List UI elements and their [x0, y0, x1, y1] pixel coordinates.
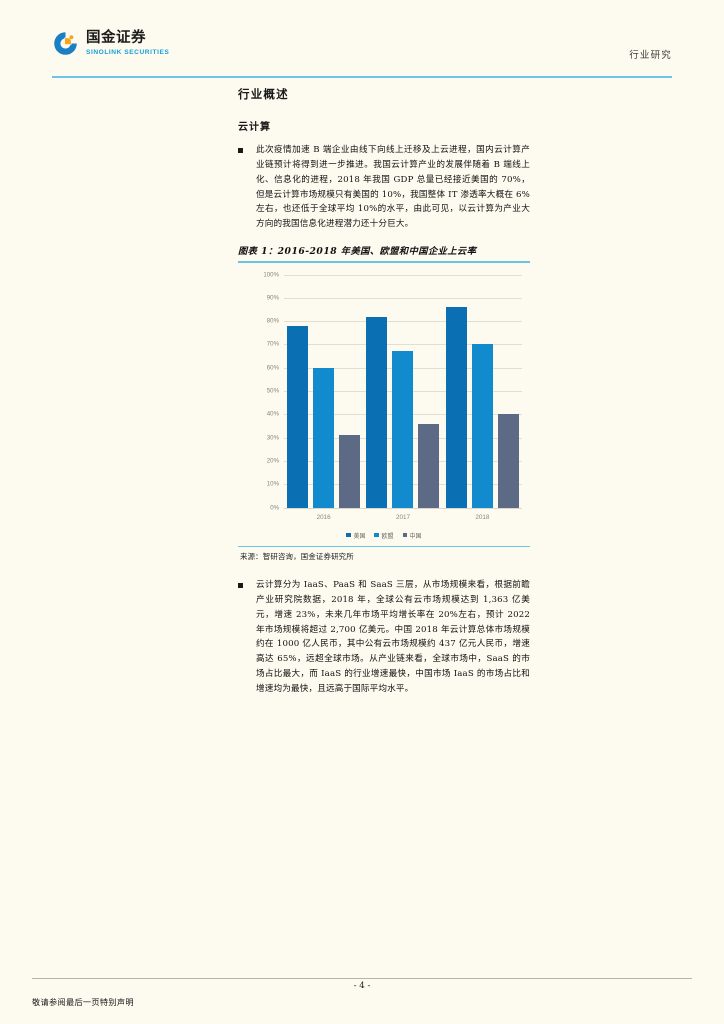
chart-bar-group: 2017	[363, 275, 442, 521]
chart-bar-美国-2018	[445, 307, 467, 508]
chart-legend-item: 欧盟	[374, 531, 394, 540]
footer-divider	[32, 978, 692, 979]
chart-y-axis-tick: 70%	[266, 340, 279, 348]
chart-y-axis-tick: 100%	[263, 271, 279, 279]
chart-bar-中国-2017	[418, 423, 440, 508]
chart-y-axis-tick: 50%	[266, 387, 279, 395]
chart-x-axis-tick: 2016	[316, 513, 331, 521]
figure-caption: 图表 1：2016-2018 年美国、欧盟和中国企业上云率	[238, 246, 477, 258]
footer-disclaimer: 敬请参阅最后一页特别声明	[32, 997, 134, 1007]
logo-english-name: SINOLINK SECURITIES	[86, 48, 170, 56]
legend-label: 中国	[409, 532, 422, 540]
header-category-label: 行业研究	[629, 50, 672, 61]
paragraph-text-1: 此次疫情加速 B 端企业由线下向线上迁移及上云进程，国内云计算产业链预计将得到进…	[256, 145, 530, 230]
chart-legend-item: 美国	[346, 531, 365, 540]
bar-chart: 0% 10% 20% 30% 40% 50% 60% 70% 80% 90% 100% 2016 20…	[238, 262, 530, 546]
sub-section-title: 云计算	[238, 122, 271, 133]
chart-y-axis-tick: 0%	[270, 504, 279, 512]
legend-label: 欧盟	[381, 532, 394, 540]
paragraph-block: 此次疫情加速 B 端企业由线下向线上迁移及上云进程，国内云计算产业链预计将得到进…	[238, 143, 530, 232]
logo-wordmark: 国金证券 SINOLINK SECURITIES	[86, 30, 170, 56]
figure-source: 来源：智研咨询，国金证券研究所	[240, 551, 354, 561]
document-content: 行业概述 云计算 此次疫情加速 B 端企业由线下向线上迁移及上云进程，国内云计算…	[238, 86, 530, 708]
page-header: 国金证券 SINOLINK SECURITIES 行业研究	[52, 30, 672, 78]
chart-bar-中国-2016	[339, 435, 361, 508]
chart-plot-area: 0% 10% 20% 30% 40% 50% 60% 70% 80% 90% 100% 2016 20…	[263, 271, 522, 521]
chart-gridline	[284, 274, 522, 276]
figure-1: 图表 1：2016-2018 年美国、欧盟和中国企业上云率 0% 10% 20% 30…	[238, 243, 530, 565]
logo-chinese-name: 国金证券	[86, 30, 146, 47]
chart-gridline	[284, 344, 522, 346]
legend-label: 美国	[353, 532, 366, 540]
chart-bar-美国-2017	[366, 316, 388, 508]
chart-bar-group: 2018	[443, 275, 522, 521]
legend-swatch-icon	[346, 532, 351, 538]
figure-top-rule	[238, 261, 530, 263]
chart-legend-item: 中国	[402, 531, 422, 540]
legend-swatch-icon	[374, 532, 379, 538]
chart-bar-group: 2016	[284, 275, 363, 521]
chart-bar-美国-2016	[287, 325, 309, 508]
chart-gridline	[284, 321, 522, 323]
chart-x-axis-tick: 2018	[475, 513, 490, 521]
chart-y-axis-tick: 40%	[266, 410, 279, 418]
chart-y-axis-tick: 10%	[266, 480, 279, 488]
header-divider	[52, 76, 672, 78]
figure-bottom-rule	[238, 545, 530, 547]
chart-y-axis-tick: 80%	[266, 317, 279, 325]
chart-gridline	[284, 507, 522, 509]
paragraph-block: 云计算分为 IaaS、PaaS 和 SaaS 三层，从市场规模来看，根据前瞻产业…	[238, 578, 530, 697]
bullet-square-icon	[238, 148, 243, 153]
chart-y-axis-tick: 20%	[266, 457, 279, 465]
chart-y-axis-tick: 30%	[266, 434, 279, 442]
chart-bar-欧盟-2017	[392, 351, 414, 508]
section-title: 行业概述	[238, 87, 289, 101]
chart-x-axis-tick: 2017	[395, 513, 410, 521]
chart-legend: 美国 欧盟 中国	[238, 531, 530, 540]
chart-bar-欧盟-2016	[313, 367, 335, 508]
chart-gridline	[284, 297, 522, 299]
chart-y-axis-tick: 90%	[266, 294, 279, 302]
page-number: - 4 -	[353, 981, 371, 991]
sinolink-circle-logo-icon	[52, 30, 79, 57]
chart-bar-groups: 2016 2017 2018	[284, 275, 522, 521]
chart-y-axis-tick: 60%	[266, 364, 279, 372]
legend-swatch-icon	[402, 532, 407, 538]
bullet-square-icon	[238, 582, 243, 588]
paragraph-text-2: 云计算分为 IaaS、PaaS 和 SaaS 三层，从市场规模来看，根据前瞻产业…	[256, 579, 530, 694]
chart-bar-欧盟-2018	[471, 344, 493, 508]
company-logo: 国金证券 SINOLINK SECURITIES	[52, 30, 169, 57]
chart-bar-中国-2018	[497, 414, 519, 508]
